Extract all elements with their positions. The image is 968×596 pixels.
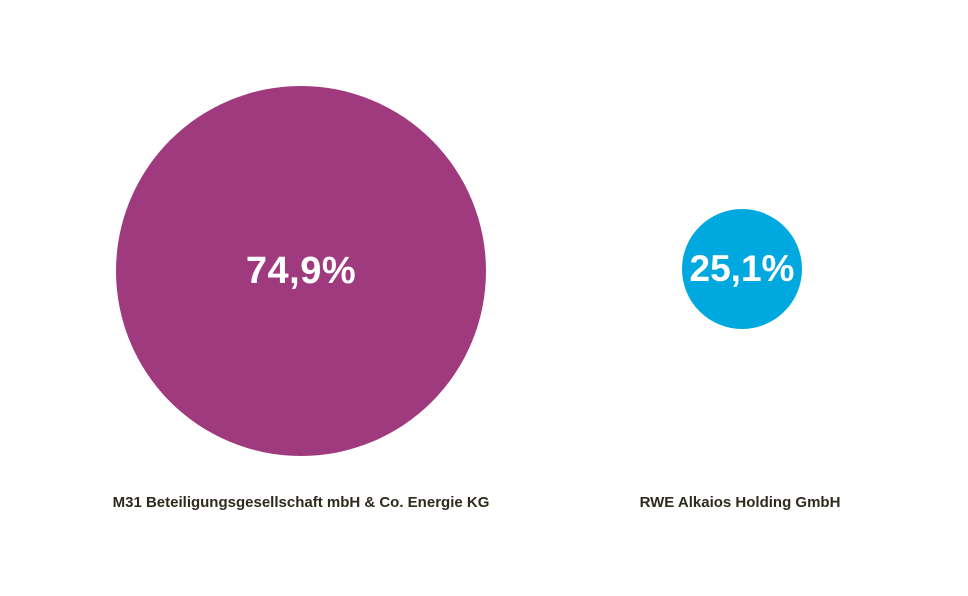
bubble-label-rwe: RWE Alkaios Holding GmbH bbox=[639, 494, 841, 511]
bubble-label-m31: M31 Beteiligungsgesellschaft mbH & Co. E… bbox=[112, 494, 490, 511]
bubble-value-rwe: 25,1% bbox=[689, 248, 795, 289]
bubble-value-m31: 74,9% bbox=[245, 249, 357, 292]
bubble-rwe: 25,1% bbox=[682, 209, 802, 329]
bubble-m31: 74,9% bbox=[116, 86, 486, 456]
